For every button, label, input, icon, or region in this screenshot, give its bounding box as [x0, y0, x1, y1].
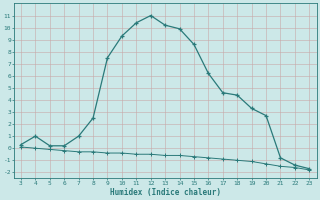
X-axis label: Humidex (Indice chaleur): Humidex (Indice chaleur) [110, 188, 220, 197]
